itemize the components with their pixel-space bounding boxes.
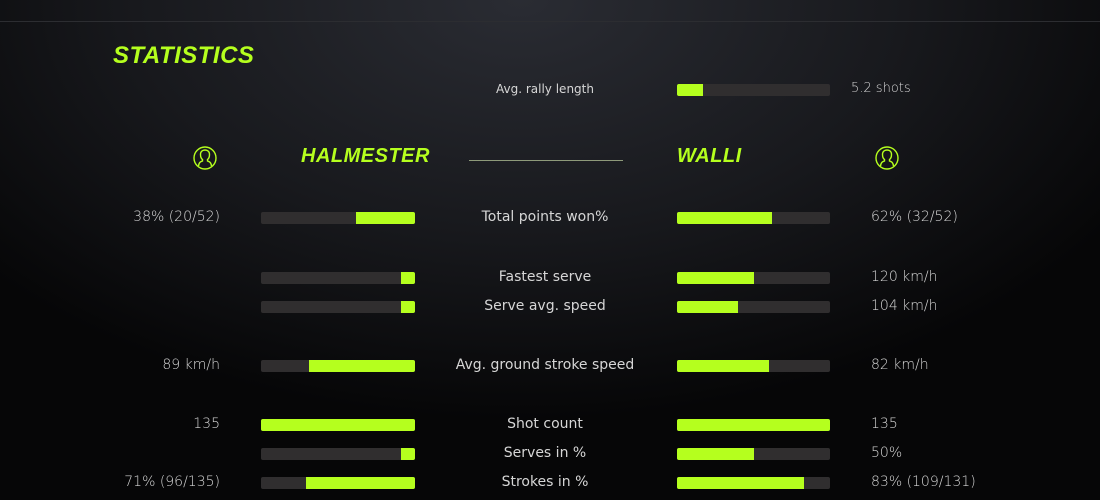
right-bar: [677, 301, 830, 313]
right-bar-fill: [677, 301, 739, 313]
stat-label: Strokes in %: [501, 474, 589, 490]
right-bar: [677, 477, 830, 489]
right-value: 104 km/h: [871, 298, 938, 314]
left-bar: [261, 477, 415, 489]
left-bar: [261, 212, 415, 224]
left-value: 135: [193, 416, 220, 432]
left-bar-fill: [356, 212, 415, 224]
right-value: 135: [871, 416, 898, 432]
top-divider: [0, 21, 1100, 22]
stat-label: Total points won%: [481, 209, 609, 225]
right-bar: [677, 448, 830, 460]
left-bar-fill: [401, 301, 415, 313]
left-bar-fill: [305, 477, 415, 489]
right-value: 83% (109/131): [871, 474, 976, 490]
stat-row: Serve avg. speed 104 km/h: [0, 296, 1100, 316]
left-bar: [261, 419, 415, 431]
right-bar-fill: [677, 360, 769, 372]
left-bar: [261, 272, 415, 284]
right-value: 50%: [871, 445, 903, 461]
stat-row: 71% (96/135) Strokes in % 83% (109/131): [0, 472, 1100, 492]
right-value: 120 km/h: [871, 269, 938, 285]
left-bar-fill: [308, 360, 415, 372]
left-bar-fill: [401, 272, 415, 284]
right-bar-fill: [677, 477, 804, 489]
right-bar-fill: [677, 272, 754, 284]
stat-label: Avg. ground stroke speed: [455, 357, 635, 373]
stat-label: Serve avg. speed: [484, 298, 606, 314]
rally-bar-fill: [677, 84, 703, 96]
right-bar: [677, 419, 830, 431]
right-bar-fill: [677, 212, 772, 224]
page-title: STATISTICS: [113, 42, 255, 69]
stat-row: 135 Shot count 135: [0, 414, 1100, 434]
stat-label: Shot count: [507, 416, 583, 432]
left-value: 89 km/h: [162, 357, 220, 373]
left-value: 38% (20/52): [133, 209, 220, 225]
stat-label: Serves in %: [503, 445, 587, 461]
rally-row: Avg. rally length 5.2 shots: [0, 79, 1100, 99]
rally-label: Avg. rally length: [496, 82, 594, 96]
left-bar: [261, 360, 415, 372]
right-bar-fill: [677, 419, 830, 431]
stat-label: Fastest serve: [498, 269, 592, 285]
user-circle-icon: [193, 146, 217, 170]
left-bar: [261, 448, 415, 460]
left-bar-fill: [261, 419, 415, 431]
left-value: 71% (96/135): [124, 474, 220, 490]
right-value: 82 km/h: [871, 357, 929, 373]
player-right-name: WALLI: [677, 145, 742, 167]
left-bar-fill: [401, 448, 415, 460]
stat-row: Serves in % 50%: [0, 443, 1100, 463]
right-bar: [677, 212, 830, 224]
player-left-name: HALMESTER: [301, 145, 430, 167]
user-circle-icon: [875, 146, 899, 170]
rally-value: 5.2 shots: [851, 81, 911, 96]
rally-bar: [677, 84, 830, 96]
right-value: 62% (32/52): [871, 209, 958, 225]
stat-row: Fastest serve 120 km/h: [0, 267, 1100, 287]
stat-row: 38% (20/52) Total points won% 62% (32/52…: [0, 207, 1100, 227]
right-bar-fill: [677, 448, 754, 460]
left-bar: [261, 301, 415, 313]
header-divider: [469, 160, 623, 161]
right-bar: [677, 272, 830, 284]
right-bar: [677, 360, 830, 372]
stat-row: 89 km/h Avg. ground stroke speed 82 km/h: [0, 355, 1100, 375]
